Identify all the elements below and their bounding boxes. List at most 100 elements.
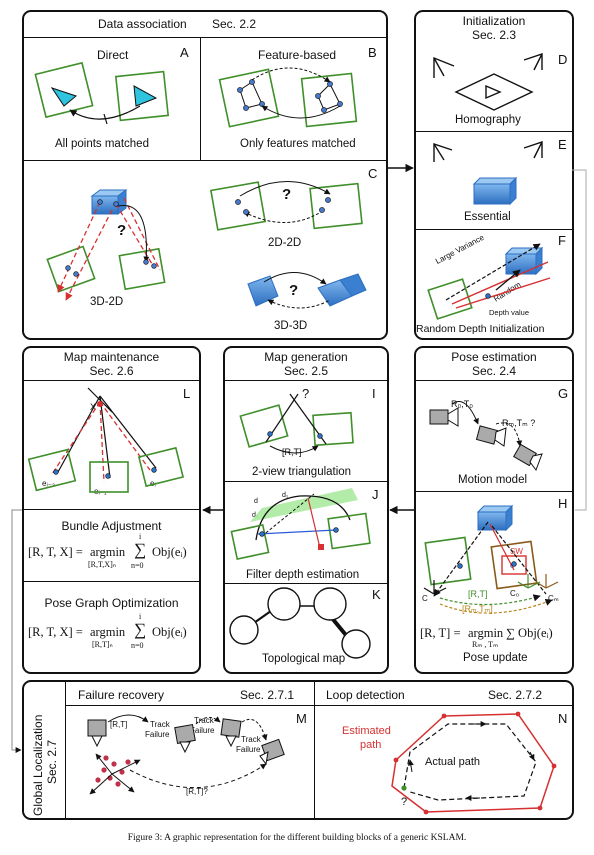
pose-graph-title: Pose Graph Optimization — [44, 596, 179, 610]
blue-box-3d — [247, 273, 367, 307]
label-3d-3d: 3D-3D — [274, 320, 308, 332]
pose-update-eq-sub: Rₘ , Tₘ — [472, 640, 499, 649]
pg-eq-op: argmin — [90, 625, 126, 639]
camera-frame — [46, 245, 96, 293]
label-h: H — [558, 496, 568, 511]
divider — [224, 481, 388, 482]
track-label-2: Track — [194, 716, 214, 725]
flow-arrow — [572, 169, 587, 511]
sw-label: SW — [510, 547, 523, 556]
data-association-section: Sec. 2.2 — [212, 17, 257, 31]
ba-eq-low: n=0 — [131, 561, 144, 570]
keyframe-node — [267, 587, 301, 621]
divider — [415, 491, 573, 492]
rt-label: [R,T] — [468, 589, 488, 599]
random-depth-caption: Random Depth Initialization — [416, 323, 545, 335]
random-depth-illustration — [427, 243, 551, 320]
depth-value-label: Depth value — [489, 308, 530, 317]
ba-eq-sum: ∑ — [134, 540, 147, 559]
camera-frame — [34, 61, 94, 119]
triangulation-illustration — [239, 393, 354, 454]
camera-body — [174, 723, 196, 745]
camera-frame — [327, 512, 371, 550]
label-m: M — [296, 711, 307, 726]
pg-eq-up: i — [139, 612, 142, 621]
label-j: J — [372, 487, 379, 502]
initialization-title: Initialization — [462, 14, 526, 28]
loop-detection-title: Loop detection — [326, 688, 405, 702]
figure-caption: Figure 3: A graphic representation for t… — [127, 833, 467, 843]
label-n: N — [558, 711, 568, 726]
camera-frame — [218, 68, 280, 128]
divider — [415, 131, 573, 132]
match-arrow — [69, 105, 141, 120]
label-a: A — [180, 45, 189, 60]
rmtm-label: Rₘ,Tₘ ? — [502, 418, 536, 428]
motion-model-illustration — [429, 401, 543, 472]
map-maintenance-section: Sec. 2.6 — [89, 364, 134, 378]
divider — [23, 509, 200, 510]
essential-caption: Essential — [464, 211, 511, 223]
label-g: G — [558, 386, 569, 401]
e-i2-label: eᵢ₋₂ — [42, 479, 56, 488]
path-label: path — [360, 739, 382, 751]
ba-eq-sub: [R,T,X]ₙ — [88, 560, 116, 569]
question-2d: ? — [282, 186, 292, 203]
divider — [415, 380, 573, 381]
label-f: F — [558, 233, 566, 248]
divider — [23, 581, 200, 582]
triang-rt-label: [R,T] — [282, 447, 302, 457]
homography-caption: Homography — [455, 114, 521, 126]
question-3d2d: ? — [117, 222, 127, 239]
pg-eq-lhs: [R, T, X] = — [28, 625, 83, 639]
label-c: C — [368, 166, 378, 181]
divider — [224, 380, 388, 381]
feature-caption: Only features matched — [240, 138, 356, 150]
divider — [224, 583, 388, 584]
loop-detection-section: Sec. 2.7.2 — [488, 688, 543, 702]
failure-recovery-section: Sec. 2.7.1 — [240, 688, 295, 702]
flow-arrow — [11, 509, 22, 753]
camera-cm-label: Cₘ — [548, 594, 559, 603]
camera-frame — [427, 278, 473, 320]
label-b: B — [368, 45, 377, 60]
ba-eq-lhs: [R, T, X] = — [28, 545, 83, 559]
initialization-section: Sec. 2.3 — [471, 28, 517, 42]
keyframe-node — [313, 587, 347, 621]
camera-frame — [114, 70, 170, 122]
feature-title: Feature-based — [258, 48, 337, 62]
camera-frame — [118, 247, 166, 291]
fr-rt-label: [R,T] — [110, 720, 128, 729]
loop-question: ? — [401, 796, 408, 808]
divider — [66, 705, 573, 706]
camera-frame — [89, 461, 129, 493]
rmtm-update-label: [Rₘ,Tₘ] — [462, 604, 493, 614]
camera-body — [429, 409, 449, 425]
motion-model-caption: Motion model — [458, 474, 528, 486]
divider — [23, 37, 387, 38]
estimated-path — [391, 713, 555, 813]
camera-body — [220, 718, 242, 738]
global-localization-panel — [22, 680, 574, 820]
failure-recovery-title: Failure recovery — [78, 688, 165, 702]
patch-triangle — [133, 85, 158, 107]
failure-label-2: Failure — [190, 726, 215, 735]
camera-frame — [424, 536, 472, 586]
bundle-adjustment-illustration — [27, 387, 185, 493]
divider — [23, 160, 387, 161]
pg-eq-sub: [R,T]ₙ — [92, 640, 113, 649]
essential-illustration — [433, 141, 543, 206]
keyframe-node — [229, 615, 259, 645]
pose-update-illustration — [423, 504, 559, 614]
pg-eq-sum: ∑ — [134, 620, 147, 639]
filter-depth-caption: Filter depth estimation — [246, 569, 360, 581]
camera-frame — [312, 411, 354, 447]
e-i-label: eᵢ — [150, 479, 156, 488]
pose-estimation-title: Pose estimation — [451, 350, 537, 364]
search-window — [501, 555, 527, 575]
camera-body — [475, 425, 499, 445]
camera-c-label: C — [422, 594, 428, 603]
blue-box — [473, 183, 511, 205]
map-generation-title: Map generation — [264, 350, 348, 364]
